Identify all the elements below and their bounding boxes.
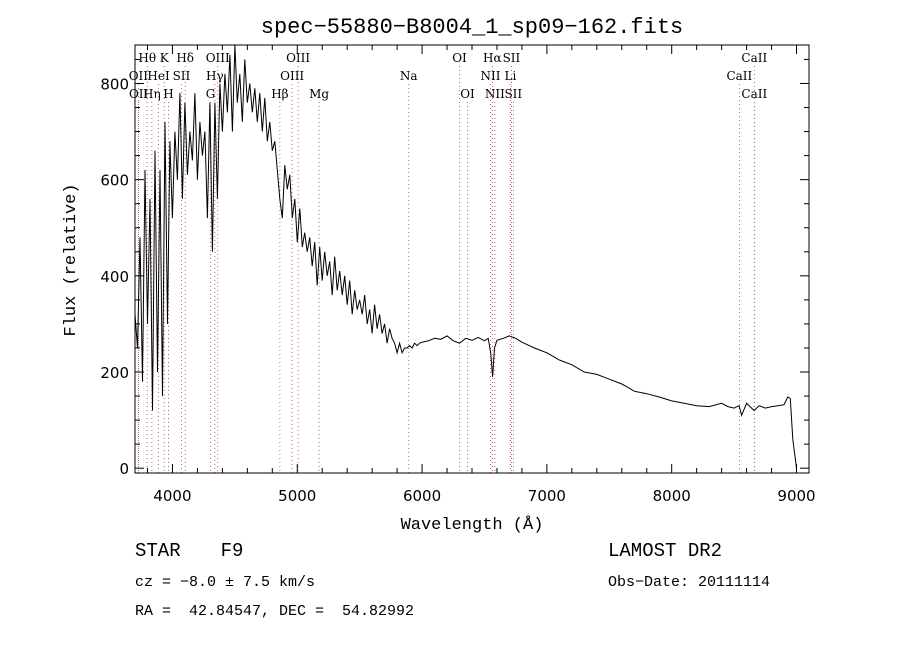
redshift-label: cz = −8.0 ± 7.5 km/s xyxy=(135,574,316,591)
x-tick-label: 4000 xyxy=(153,487,191,505)
x-tick-label: 6000 xyxy=(403,487,441,505)
line-marker-label: Mg xyxy=(309,87,329,101)
y-tick-label: 600 xyxy=(100,172,129,190)
line-marker-label: Hδ xyxy=(176,51,194,65)
y-tick-label: 200 xyxy=(100,364,129,382)
coordinates-label: RA = 42.84547, DEC = 54.82992 xyxy=(135,603,415,620)
y-axis: 0 200 400 600 800 xyxy=(100,58,809,478)
line-marker-label: OII xyxy=(129,69,149,83)
chart-title: spec−55880−B8004_1_sp09−162.fits xyxy=(261,15,683,40)
x-axis-label: Wavelength (Å) xyxy=(401,516,544,535)
line-marker-label: SII xyxy=(173,69,191,83)
spectrum-chart: spec−55880−B8004_1_sp09−162.fits Hθ K Hδ OI… xyxy=(62,15,816,535)
line-marker-label: Na xyxy=(400,69,418,83)
line-marker-label: K xyxy=(160,51,170,65)
line-marker-label: Hα xyxy=(483,51,502,65)
line-marker-label: OIII xyxy=(280,69,304,83)
line-marker-label: OIII xyxy=(206,51,230,65)
line-marker-label: CaII xyxy=(741,87,767,101)
line-marker-label: Hθ xyxy=(138,51,156,65)
line-marker-label: G xyxy=(206,87,216,101)
x-tick-label: 8000 xyxy=(653,487,691,505)
y-axis-label: Flux (relative) xyxy=(62,183,81,336)
x-axis: 4000 5000 6000 7000 8000 9000 xyxy=(146,45,816,505)
object-class: STAR xyxy=(135,540,181,562)
x-tick-label: 9000 xyxy=(777,487,815,505)
line-marker-label: OII xyxy=(129,87,149,101)
line-marker-label: Hβ xyxy=(271,87,288,101)
line-marker-label: SII xyxy=(504,87,522,101)
line-marker-label: CaII xyxy=(741,51,767,65)
line-marker-label: CaII xyxy=(726,69,752,83)
survey-label: LAMOST DR2 xyxy=(608,540,723,562)
x-tick-label: 5000 xyxy=(278,487,316,505)
y-tick-label: 800 xyxy=(100,75,129,93)
line-marker-label: SII xyxy=(503,51,521,65)
line-marker-label: Li xyxy=(505,69,517,83)
line-marker-label: OI xyxy=(460,87,475,101)
plot-frame xyxy=(134,44,810,474)
classification-line: STAR F9 xyxy=(135,540,243,562)
line-marker-label: OIII xyxy=(286,51,310,65)
line-marker-label: OI xyxy=(452,51,467,65)
y-tick-label: 0 xyxy=(119,460,129,478)
obs-date-label: Obs−Date: 20111114 xyxy=(608,574,771,591)
line-marker-label: HeI xyxy=(147,69,170,83)
line-marker-label: NII xyxy=(480,69,500,83)
line-marker-label: H xyxy=(163,87,173,101)
line-marker-label: Hγ xyxy=(206,69,224,83)
spectrum-line xyxy=(134,44,797,469)
line-marker-label: NII xyxy=(485,87,505,101)
y-tick-label: 400 xyxy=(100,268,129,286)
line-marker-label: Hη xyxy=(143,87,161,101)
object-subclass: F9 xyxy=(220,540,244,562)
x-tick-label: 7000 xyxy=(528,487,566,505)
